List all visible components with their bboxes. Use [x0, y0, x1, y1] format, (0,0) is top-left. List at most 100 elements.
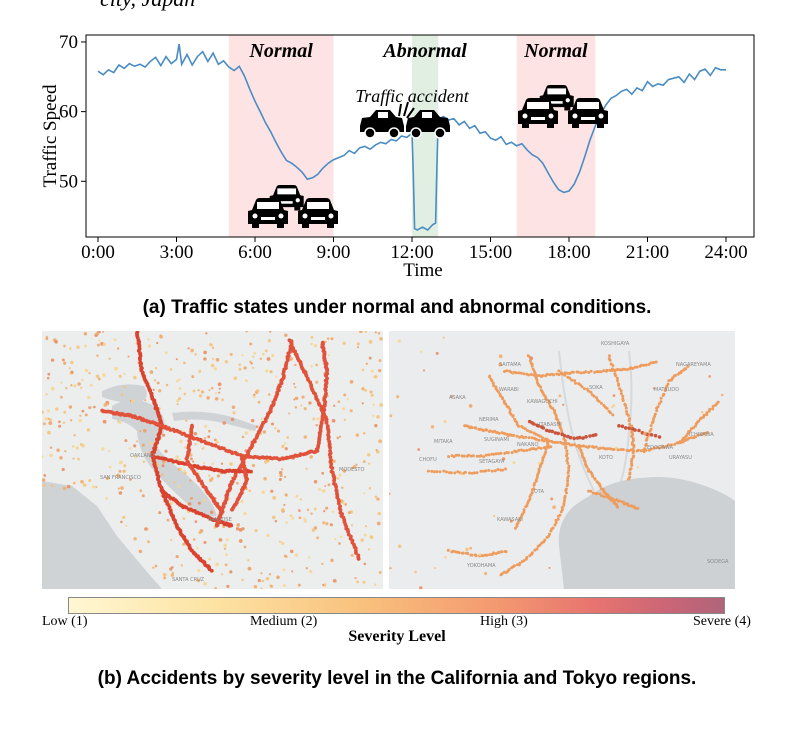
accident-point: [63, 410, 67, 414]
accident-point: [43, 474, 47, 477]
map-label: OAKLAND: [130, 453, 155, 459]
accident-point: [570, 378, 574, 382]
accident-point: [210, 443, 215, 447]
accident-point: [522, 508, 526, 512]
x-tick-label: 24:00: [704, 242, 747, 263]
accident-point: [158, 423, 162, 428]
accident-point: [369, 390, 373, 394]
accident-point: [494, 552, 498, 556]
accident-point: [248, 489, 252, 493]
accident-point: [252, 355, 255, 358]
accident-point: [620, 424, 625, 429]
accident-point: [149, 441, 154, 445]
accident-point: [42, 483, 46, 488]
map-label: YOKOHAMA: [466, 563, 496, 569]
accident-point: [154, 366, 158, 370]
accident-point: [114, 366, 118, 371]
accident-point: [327, 483, 331, 487]
accident-point: [365, 362, 368, 365]
accident-point: [564, 446, 568, 450]
accident-point: [133, 537, 137, 541]
accident-point: [636, 506, 640, 510]
accident-point: [84, 368, 89, 373]
accident-point: [517, 371, 521, 375]
accident-point: [338, 435, 342, 438]
accident-point: [352, 465, 357, 469]
accident-point: [545, 372, 549, 376]
accident-point: [653, 412, 657, 416]
accident-point: [124, 439, 128, 443]
traffic-speed-chart: 50 60 70 0:00 3:00 6:00 9:00 12:00 15:00 18:00 21…: [40, 32, 755, 281]
accident-point: [73, 384, 77, 388]
accident-point: [190, 457, 193, 461]
accident-point: [532, 483, 536, 487]
accident-point: [499, 451, 503, 455]
accident-point: [375, 449, 380, 454]
accident-point: [261, 579, 265, 583]
accident-point: [70, 360, 74, 365]
accident-point: [686, 364, 690, 368]
accident-point: [361, 368, 365, 372]
accident-point: [249, 342, 253, 346]
accident-point: [297, 583, 301, 587]
accident-point: [644, 442, 648, 446]
accident-point: [277, 429, 280, 433]
accident-point: [376, 414, 380, 419]
accident-point: [329, 523, 333, 527]
x-tick-label: 21:00: [626, 242, 669, 263]
accident-point: [545, 398, 549, 402]
accident-point: [563, 496, 567, 500]
accident-point: [211, 462, 214, 466]
accident-point: [520, 514, 524, 518]
severity-colorbar: [68, 597, 725, 614]
accident-point: [450, 394, 454, 398]
accident-point: [105, 497, 108, 500]
accident-point: [200, 390, 205, 394]
x-tick-label: 18:00: [547, 242, 590, 263]
accident-point: [397, 339, 401, 343]
accident-point: [47, 409, 51, 413]
accident-point: [636, 466, 640, 469]
accident-point: [554, 414, 558, 418]
accident-point: [196, 547, 199, 550]
accident-point: [612, 448, 616, 451]
accident-point: [397, 544, 402, 548]
accident-point: [187, 502, 192, 506]
accident-point: [546, 443, 550, 447]
accident-point: [294, 386, 297, 389]
map-label: MATSUDO: [654, 387, 679, 393]
accident-point: [328, 445, 332, 450]
accident-point: [462, 454, 466, 458]
accident-point: [497, 452, 501, 456]
accident-point: [555, 372, 559, 376]
accident-point: [635, 365, 639, 369]
accident-point: [175, 358, 178, 361]
accident-point: [263, 476, 267, 481]
accident-point: [673, 442, 677, 446]
accident-point: [179, 439, 183, 444]
figure-caption-a: (a) Traffic states under normal and abno…: [142, 297, 652, 318]
accident-point: [504, 402, 508, 406]
accident-point: [588, 434, 592, 438]
accident-point: [506, 451, 510, 455]
accident-point: [218, 391, 221, 394]
accident-point: [98, 339, 101, 342]
accident-point: [238, 363, 242, 367]
accident-point: [536, 544, 540, 548]
accident-point: [529, 373, 533, 376]
accident-point: [229, 352, 233, 356]
accident-point: [325, 522, 329, 526]
accident-point: [89, 383, 93, 387]
accident-point: [433, 567, 437, 570]
accident-point: [540, 541, 544, 545]
accident-point: [224, 563, 228, 567]
accident-point: [81, 409, 85, 413]
band-label: Normal: [248, 40, 313, 62]
accident-point: [376, 521, 381, 526]
accident-point: [533, 548, 537, 552]
accident-point: [704, 434, 707, 437]
accident-point: [611, 497, 615, 501]
accident-point: [534, 479, 538, 483]
accident-point: [361, 387, 365, 391]
accident-point: [274, 427, 277, 430]
